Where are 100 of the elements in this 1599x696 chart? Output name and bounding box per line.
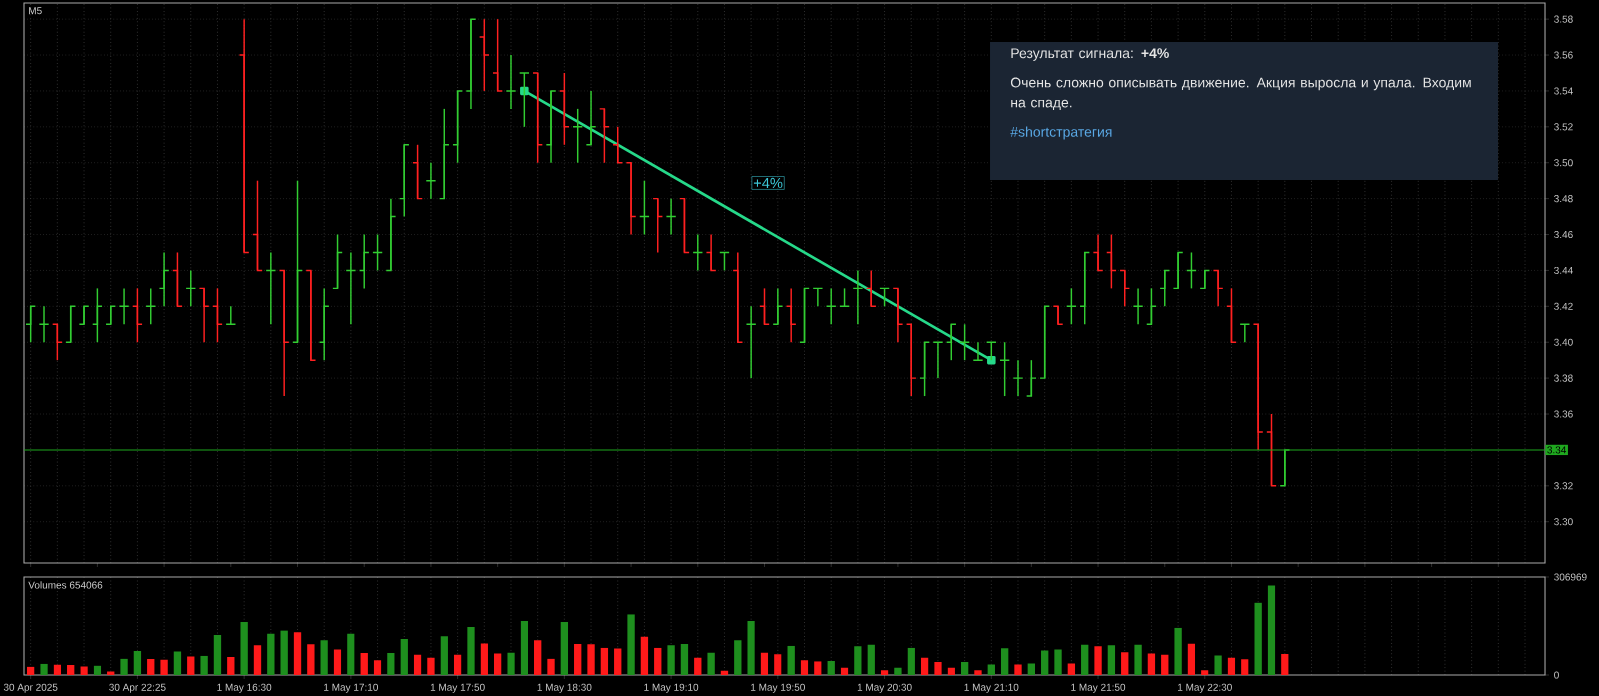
candlestick bbox=[905, 323, 917, 397]
y-tick-label: 3.54 bbox=[1554, 87, 1573, 95]
candlestick bbox=[505, 54, 517, 110]
candlestick bbox=[452, 90, 464, 164]
candlestick bbox=[825, 287, 837, 326]
bar bbox=[107, 671, 115, 675]
candlestick bbox=[132, 287, 143, 343]
candlestick bbox=[679, 197, 690, 254]
bar bbox=[1214, 655, 1222, 675]
candlestick bbox=[158, 251, 170, 308]
candlestick bbox=[612, 126, 624, 164]
y-tick-label: 3.36 bbox=[1554, 410, 1573, 418]
candlestick bbox=[305, 269, 317, 361]
candlestick bbox=[238, 18, 250, 254]
candlestick bbox=[198, 287, 210, 343]
bar bbox=[27, 666, 35, 675]
bar bbox=[1241, 659, 1249, 675]
x-tick-label: 30 Apr 2025 bbox=[3, 683, 58, 693]
bar bbox=[600, 647, 609, 675]
y-tick-label: 3.50 bbox=[1554, 159, 1573, 167]
candlestick bbox=[38, 305, 50, 343]
bar bbox=[520, 621, 528, 675]
candlestick bbox=[1079, 251, 1091, 326]
bar bbox=[947, 667, 955, 675]
candlestick bbox=[212, 287, 223, 343]
bar bbox=[627, 614, 635, 675]
bar bbox=[373, 660, 382, 675]
y-tick-label: 3.38 bbox=[1554, 374, 1573, 382]
candlestick bbox=[865, 269, 877, 308]
candlestick bbox=[1159, 269, 1171, 308]
x-tick-label: 1 May 17:50 bbox=[430, 683, 485, 693]
y-tick-label: 3.56 bbox=[1554, 51, 1573, 59]
candlestick bbox=[892, 287, 904, 343]
bar bbox=[133, 651, 142, 675]
bar bbox=[467, 627, 475, 675]
bar bbox=[160, 659, 168, 675]
bar bbox=[774, 654, 782, 675]
candlestick bbox=[1039, 305, 1051, 379]
bar bbox=[907, 647, 915, 675]
bar bbox=[680, 644, 689, 675]
bar bbox=[880, 670, 889, 675]
bar bbox=[1267, 585, 1276, 675]
annotation: +4% bbox=[753, 177, 783, 189]
candlestick bbox=[1226, 287, 1237, 343]
candlestick bbox=[532, 72, 544, 164]
candlestick bbox=[398, 144, 410, 218]
bar bbox=[80, 666, 88, 675]
bar bbox=[827, 660, 835, 675]
candlestick bbox=[932, 341, 944, 379]
x-tick-label: 1 May 21:50 bbox=[1071, 683, 1126, 693]
candlestick bbox=[1025, 359, 1037, 397]
candlestick bbox=[572, 108, 584, 164]
bar bbox=[200, 655, 208, 675]
bar bbox=[413, 654, 422, 675]
candlestick bbox=[1252, 323, 1264, 451]
bar bbox=[240, 622, 248, 675]
candlestick bbox=[732, 251, 744, 343]
candlestick bbox=[465, 18, 477, 110]
candlestick bbox=[1172, 251, 1184, 290]
x-tick-label: 1 May 21:10 bbox=[964, 683, 1019, 693]
candlestick bbox=[492, 18, 504, 92]
bar bbox=[427, 657, 435, 675]
candlestick bbox=[425, 161, 437, 200]
bar bbox=[280, 630, 288, 675]
bar bbox=[267, 633, 275, 675]
bar bbox=[387, 652, 395, 675]
chart-title: M5 bbox=[29, 7, 42, 15]
bar bbox=[293, 632, 302, 675]
candlestick bbox=[225, 305, 237, 326]
bar bbox=[960, 661, 969, 675]
candlestick bbox=[772, 287, 784, 326]
x-tick-label: 1 May 22:30 bbox=[1178, 683, 1232, 693]
candlestick bbox=[65, 305, 77, 343]
candlestick bbox=[705, 233, 717, 272]
candlestick bbox=[172, 251, 183, 308]
bar bbox=[1027, 663, 1036, 675]
candlestick bbox=[385, 197, 397, 272]
bar bbox=[547, 658, 555, 675]
x-tick-label: 1 May 16:30 bbox=[217, 683, 272, 693]
candlestick bbox=[558, 72, 570, 146]
candlestick bbox=[1065, 287, 1077, 326]
candlestick bbox=[745, 305, 757, 379]
x-tick-label: 1 May 17:10 bbox=[324, 683, 378, 693]
candlestick bbox=[252, 179, 263, 272]
candlestick bbox=[1012, 359, 1024, 397]
candlestick bbox=[1105, 233, 1117, 290]
candlestick bbox=[1092, 233, 1104, 272]
candlestick bbox=[372, 233, 383, 272]
bar bbox=[1081, 644, 1089, 675]
bar bbox=[1054, 649, 1062, 675]
candlestick bbox=[545, 90, 557, 164]
bar bbox=[93, 665, 102, 675]
bar bbox=[360, 652, 368, 675]
bar bbox=[213, 635, 222, 675]
candlestick bbox=[118, 287, 130, 326]
bar bbox=[587, 644, 595, 675]
bar bbox=[707, 652, 715, 675]
bar bbox=[1147, 653, 1156, 675]
bar bbox=[694, 657, 702, 675]
candlestick bbox=[652, 197, 664, 254]
